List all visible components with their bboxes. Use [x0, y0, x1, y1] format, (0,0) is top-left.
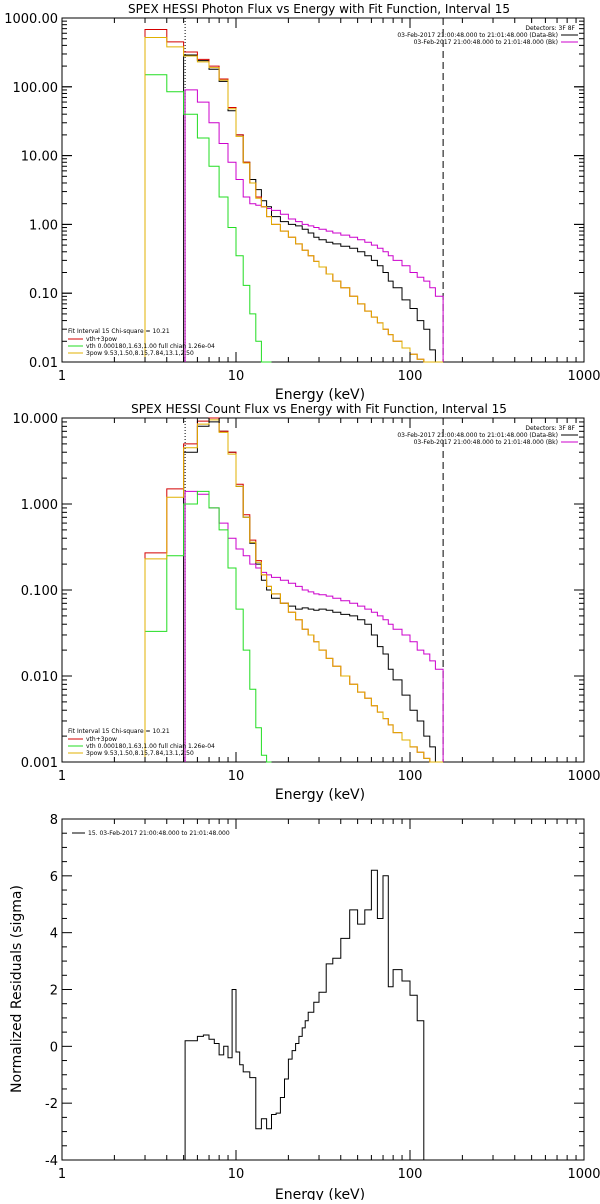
count-flux-series-layer	[145, 418, 443, 762]
residuals-ytick-label: 4	[50, 927, 58, 942]
count-flux-xtick-label: 10	[228, 769, 245, 784]
photon-flux-ytick-label: 0.01	[29, 356, 58, 371]
residuals-ytick-label: 0	[50, 1040, 58, 1055]
count-flux-ytick-label: 0.001	[21, 756, 58, 771]
residuals-ytick-label: -2	[45, 1097, 58, 1112]
photon-flux-ytick-label: 0.10	[29, 287, 58, 302]
count-flux-xtick-label: 1	[58, 769, 66, 784]
photon-flux-ytick-label: 100.00	[13, 81, 59, 96]
count-flux-header-data: 03-Feb-2017 21:00:48.000 to 21:01:48.000…	[397, 432, 558, 439]
photon-flux-series-layer	[145, 18, 443, 362]
photon-flux-fit-title: Fit Interval 15 Chi-square = 10.21	[68, 328, 170, 335]
count-flux-header: Detectors: 3F 8F 03-Feb-2017 21:00:48.00…	[397, 425, 578, 446]
count-flux-panel: SPEX HESSI Count Flux vs Energy with Fit…	[13, 402, 600, 803]
count-flux-series-03-feb-2017-21-00-48-000-to-21-01-48-000	[185, 491, 443, 762]
count-flux-fit-legend: Fit Interval 15 Chi-square = 10.21 vth+3…	[68, 728, 215, 757]
residuals-xtick-label: 1000	[567, 1167, 600, 1182]
residuals-ylabel: Normalized Residuals (sigma)	[9, 885, 25, 1093]
residuals-legend: 15. 03-Feb-2017 21:00:48.000 to 21:01:48…	[72, 830, 230, 837]
residuals-ytick-label: -4	[45, 1154, 58, 1169]
residuals-panel: 1 10 100 1000 -4 -2 0 2 4 6 8 Energy (keV) Normali…	[9, 813, 600, 1200]
residuals-series-15-03-feb-2017-21-00-48-000-to-21-01-48-	[185, 870, 424, 1160]
photon-flux-xtick-label: 10	[228, 369, 245, 384]
photon-flux-fit-3pow: 3pow 9.53,1.50,8.15,7.84,13.1,2.50	[86, 350, 194, 357]
count-flux-header-bk: 03-Feb-2017 21:00:48.000 to 21:01:48.000…	[414, 439, 558, 446]
residuals-plot-frame	[62, 819, 584, 1160]
photon-flux-header-bk: 03-Feb-2017 21:00:48.000 to 21:01:48.000…	[414, 39, 558, 46]
photon-flux-xtick-label: 100	[398, 369, 423, 384]
residuals-ticks: 1 10 100 1000 -4 -2 0 2 4 6 8	[45, 813, 600, 1182]
photon-flux-xtick-label: 1000	[567, 369, 600, 384]
residuals-ytick-label: 6	[50, 870, 58, 885]
count-flux-detectors: Detectors: 3F 8F	[525, 425, 575, 432]
count-flux-ytick-label: 0.010	[21, 670, 58, 685]
photon-flux-series-vth-0-000180-1-63-1-00-full-chian-1-26e-	[145, 75, 272, 362]
photon-flux-xtick-label: 1	[58, 369, 66, 384]
photon-flux-series-3pow-9-53-1-50-8-15-7-84-13-1-2-50	[145, 38, 443, 363]
residuals-xtick-label: 100	[398, 1167, 423, 1182]
photon-flux-fit-vth: vth 0.000180,1.63,1.00 full chian 1.26e-…	[86, 343, 215, 350]
count-flux-ytick-label: 10.000	[13, 412, 59, 427]
photon-flux-xlabel: Energy (keV)	[275, 387, 365, 403]
photon-flux-panel: SPEX HESSI Photon Flux vs Energy with Fi…	[4, 2, 600, 403]
photon-flux-series-03-feb-2017-21-00-48-000-to-21-01-48-000	[185, 90, 443, 362]
count-flux-xlabel: Energy (keV)	[275, 787, 365, 803]
residuals-series-layer	[185, 870, 424, 1160]
count-flux-xtick-label: 1000	[567, 769, 600, 784]
count-flux-series-vth-0-000180-1-63-1-00-full-chian-1-26e-	[145, 491, 272, 762]
count-flux-title: SPEX HESSI Count Flux vs Energy with Fit…	[131, 402, 507, 416]
count-flux-xtick-label: 100	[398, 769, 423, 784]
photon-flux-series-03-feb-2017-21-00-48-000-to-21-01-48-000	[184, 55, 444, 362]
count-flux-fit-title: Fit Interval 15 Chi-square = 10.21	[68, 728, 170, 735]
residuals-legend-label: 15. 03-Feb-2017 21:00:48.000 to 21:01:48…	[88, 830, 230, 837]
residuals-ytick-label: 2	[50, 984, 58, 999]
residuals-xtick-label: 1	[58, 1167, 66, 1182]
count-flux-series-3pow-9-53-1-50-8-15-7-84-13-1-2-50	[145, 420, 443, 762]
photon-flux-fit-total: vth+3pow	[86, 336, 117, 343]
photon-flux-header: Detectors: 3F 8F 03-Feb-2017 21:00:48.00…	[397, 25, 578, 46]
photon-flux-ytick-label: 10.00	[21, 150, 58, 165]
photon-flux-ytick-label: 1.00	[29, 218, 58, 233]
residuals-xtick-label: 10	[228, 1167, 245, 1182]
photon-flux-title: SPEX HESSI Photon Flux vs Energy with Fi…	[128, 2, 510, 16]
count-flux-plot-frame	[62, 418, 584, 762]
photon-flux-series-vth-3pow	[145, 30, 443, 363]
photon-flux-fit-legend: Fit Interval 15 Chi-square = 10.21 vth+3…	[68, 328, 215, 357]
photon-flux-detectors: Detectors: 3F 8F	[525, 25, 575, 32]
count-flux-series-vth-3pow	[145, 418, 443, 762]
residuals-xlabel: Energy (keV)	[275, 1187, 365, 1200]
residuals-ytick-label: 8	[50, 813, 58, 828]
count-flux-ytick-label: 1.000	[21, 498, 58, 513]
count-flux-fit-3pow: 3pow 9.53,1.50,8.15,7.84,13.1,2.50	[86, 750, 194, 757]
count-flux-fit-vth: vth 0.000180,1.63,1.00 full chian 1.26e-…	[86, 743, 215, 750]
photon-flux-plot-frame	[62, 18, 584, 362]
count-flux-ytick-label: 0.100	[21, 584, 58, 599]
photon-flux-header-data: 03-Feb-2017 21:00:48.000 to 21:01:48.000…	[397, 32, 558, 39]
count-flux-fit-total: vth+3pow	[86, 736, 117, 743]
photon-flux-ytick-label: 1000.00	[4, 12, 58, 27]
